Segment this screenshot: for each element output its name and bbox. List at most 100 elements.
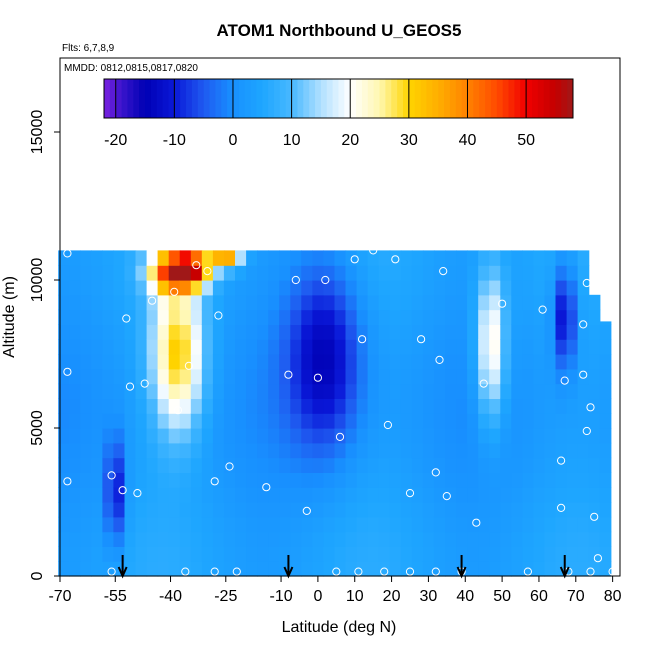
heatmap-cell xyxy=(533,294,546,311)
heatmap-cell xyxy=(257,354,269,370)
heatmap-cell xyxy=(323,354,336,370)
heatmap-cell xyxy=(445,487,457,503)
heatmap-cell xyxy=(124,368,137,385)
heatmap-cell xyxy=(456,472,468,488)
heatmap-cell xyxy=(102,250,115,266)
heatmap-cell xyxy=(445,457,457,473)
colorbar-segment xyxy=(244,79,252,118)
heatmap-cell xyxy=(489,502,501,518)
heatmap-cell xyxy=(511,457,523,473)
heatmap-cell xyxy=(400,354,413,370)
observation-point xyxy=(63,367,72,376)
colorbar-segment xyxy=(350,79,357,118)
observation-point xyxy=(582,426,591,436)
heatmap-cell xyxy=(323,265,336,281)
heatmap-cell xyxy=(422,531,435,547)
heatmap-cell xyxy=(102,280,115,296)
heatmap-cell xyxy=(544,294,557,311)
heatmap-cell xyxy=(279,546,291,562)
heatmap-cell xyxy=(124,354,137,370)
heatmap-cell xyxy=(433,472,446,488)
heatmap-cell xyxy=(544,516,557,533)
heatmap-cell xyxy=(489,383,501,399)
heatmap-cell xyxy=(301,487,313,503)
heatmap-cell xyxy=(467,398,479,414)
heatmap-cell xyxy=(201,324,214,340)
heatmap-cell xyxy=(378,442,391,459)
heatmap-cell xyxy=(113,516,126,533)
heatmap-cell xyxy=(378,516,391,533)
heatmap-cell xyxy=(378,502,391,518)
heatmap-cell xyxy=(599,354,612,370)
heatmap-cell xyxy=(146,354,159,370)
colorbar-segment xyxy=(315,79,322,118)
heatmap-cell xyxy=(190,413,203,429)
heatmap-cell xyxy=(268,354,280,370)
heatmap-cell xyxy=(544,561,557,577)
heatmap-cell xyxy=(179,546,192,562)
heatmap-cell xyxy=(235,531,247,547)
heatmap-cell xyxy=(511,339,523,355)
x-tick-label: -70 xyxy=(48,588,71,605)
heatmap-cell xyxy=(500,487,512,503)
heatmap-cell xyxy=(124,339,137,355)
heatmap-cell xyxy=(433,250,446,266)
heatmap-cell xyxy=(345,502,358,518)
heatmap-cell xyxy=(312,265,325,281)
heatmap-cell xyxy=(500,294,512,311)
heatmap-cell xyxy=(522,472,535,488)
heatmap-cell xyxy=(179,354,192,370)
heatmap-cell xyxy=(190,561,203,577)
heatmap-cell xyxy=(69,428,81,444)
heatmap-cell xyxy=(312,309,325,325)
heatmap-cell xyxy=(179,413,192,429)
heatmap-cell xyxy=(367,428,380,444)
heatmap-cell xyxy=(290,383,302,399)
heatmap-cell xyxy=(489,265,501,281)
heatmap-cell xyxy=(190,502,203,518)
heatmap-cell xyxy=(179,516,192,533)
colorbar-tick-label: 0 xyxy=(229,132,238,149)
heatmap-cell xyxy=(577,324,590,340)
heatmap-cell xyxy=(323,487,336,503)
heatmap-cell xyxy=(290,309,302,325)
heatmap-cell xyxy=(422,280,435,296)
heatmap-cell xyxy=(312,324,325,340)
heatmap-cell xyxy=(135,457,148,473)
heatmap-cell xyxy=(400,324,413,340)
colorbar-segment xyxy=(320,79,328,118)
heatmap-cell xyxy=(334,265,347,281)
heatmap-cell xyxy=(489,354,501,370)
heatmap-cell xyxy=(168,368,181,385)
heatmap-cell xyxy=(190,309,203,325)
heatmap-cell xyxy=(566,531,579,547)
heatmap-cell xyxy=(588,502,601,518)
heatmap-cell xyxy=(400,250,413,266)
heatmap-cell xyxy=(146,472,159,488)
heatmap-cell xyxy=(378,546,391,562)
heatmap-cell xyxy=(212,398,225,414)
heatmap-cell xyxy=(102,502,115,518)
heatmap-cell xyxy=(588,546,601,562)
heatmap-cell xyxy=(467,442,479,459)
heatmap-cell xyxy=(533,368,546,385)
heatmap-cell xyxy=(522,354,535,370)
heatmap-cell xyxy=(400,457,413,473)
heatmap-cell xyxy=(223,413,236,429)
heatmap-cell xyxy=(135,546,148,562)
heatmap-cell xyxy=(257,309,269,325)
heatmap-cell xyxy=(157,457,170,473)
heatmap-cell xyxy=(433,546,446,562)
heatmap-cell xyxy=(577,516,590,533)
heatmap-cell xyxy=(323,428,336,444)
observation-point xyxy=(590,512,599,521)
heatmap-cell xyxy=(411,383,424,399)
heatmap-cell xyxy=(533,546,546,562)
heatmap-cell xyxy=(223,472,236,488)
observation-point xyxy=(170,287,179,296)
heatmap-cell xyxy=(146,457,159,473)
heatmap-cell xyxy=(223,354,236,370)
heatmap-cell xyxy=(279,428,291,444)
heatmap-cell xyxy=(201,398,214,414)
heatmap-cell xyxy=(179,531,192,547)
